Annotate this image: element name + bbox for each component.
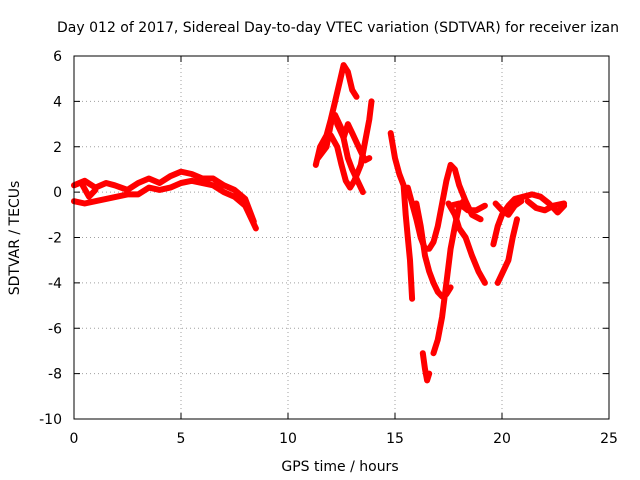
y-tick-label: 4 <box>53 94 62 110</box>
data-series-arc-6 <box>327 98 375 191</box>
x-tick-label: 20 <box>493 431 511 447</box>
y-tick-label: 2 <box>53 140 62 156</box>
x-tick-label: 5 <box>177 431 186 447</box>
x-tick-label: 10 <box>279 431 297 447</box>
data-series-arc-17 <box>494 216 520 286</box>
y-tick-label: -10 <box>39 412 62 428</box>
series-layer <box>71 62 568 384</box>
data-series-arc-19 <box>524 198 568 214</box>
grid-layer <box>74 56 609 419</box>
x-axis-label: GPS time / hours <box>281 459 398 475</box>
y-tick-label: 6 <box>53 49 62 65</box>
tick-layer: 0 5 10 15 20 25 -10 -8 -6 -4 -2 0 2 4 6 <box>39 49 618 447</box>
data-series-arc-13 <box>445 200 488 286</box>
data-series-arc-12 <box>430 198 467 357</box>
data-series-arc-11 <box>419 350 433 384</box>
data-series-arc-16 <box>492 198 525 218</box>
data-series-arc-2 <box>71 177 259 232</box>
x-tick-label: 15 <box>386 431 404 447</box>
data-series-arc-1 <box>71 168 257 225</box>
x-tick-label: 0 <box>70 431 79 447</box>
y-axis-label: SDTVAR / TECUs <box>7 181 23 296</box>
y-tick-label: -4 <box>48 276 62 292</box>
chart-title: Day 012 of 2017, Sidereal Day-to-day VTE… <box>57 20 619 36</box>
data-series-arc-18 <box>520 191 568 216</box>
data-series-arc-8 <box>387 130 416 302</box>
y-tick-label: -8 <box>48 367 62 383</box>
data-series-arc-14 <box>447 200 488 214</box>
data-series-arc-7 <box>334 121 373 164</box>
y-tick-label: -2 <box>48 231 62 247</box>
y-tick-label: 0 <box>53 185 62 201</box>
y-tick-label: -6 <box>48 321 62 337</box>
x-tick-label: 25 <box>600 431 618 447</box>
data-series-arc-4 <box>312 62 360 168</box>
data-series-arc-3 <box>79 182 99 200</box>
